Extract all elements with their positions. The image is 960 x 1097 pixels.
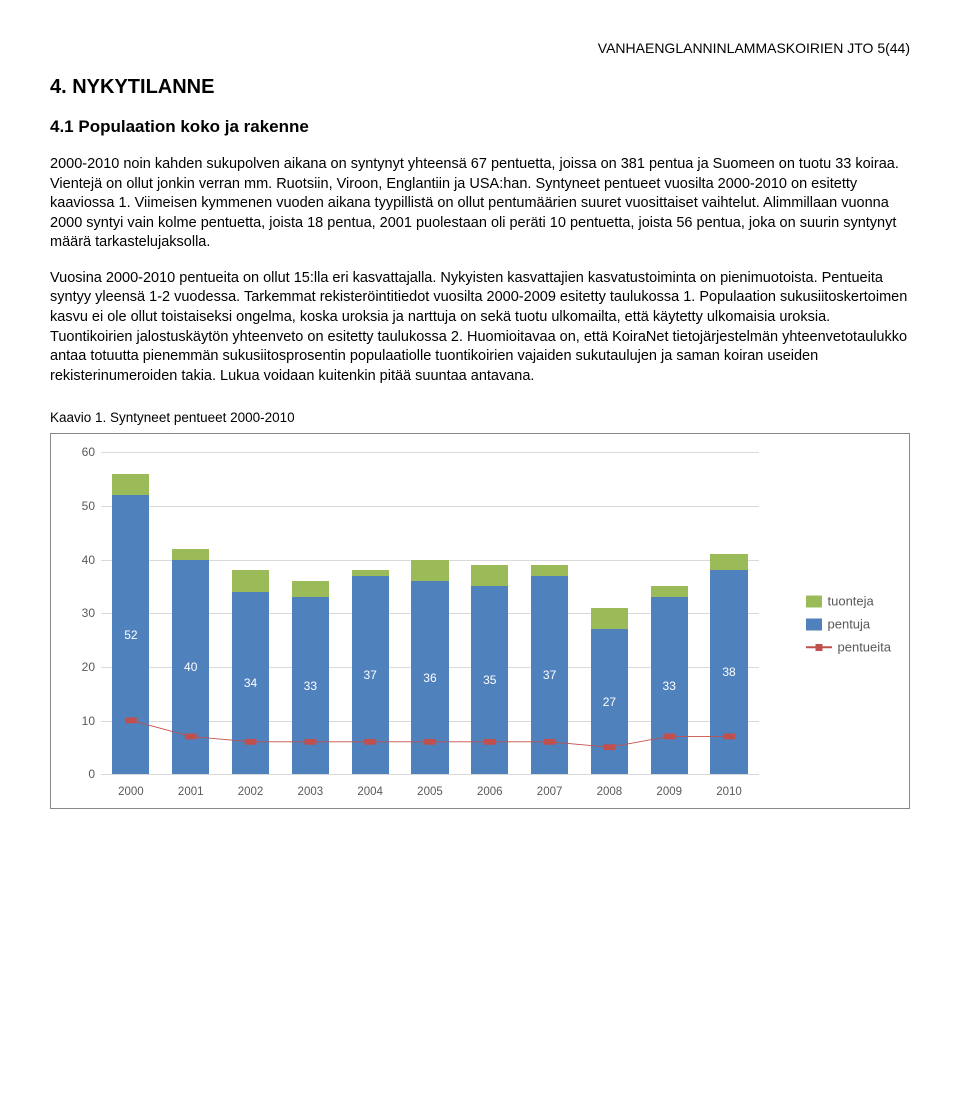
legend-item: pentuja [806, 617, 892, 632]
chart-ytick: 40 [82, 553, 101, 567]
legend-swatch [806, 640, 832, 654]
chart-ytick: 10 [82, 714, 101, 728]
legend-label: pentuja [828, 617, 871, 632]
chart-xtick: 2002 [221, 786, 281, 798]
chart-gridline [101, 774, 759, 775]
chart-xtick: 2007 [520, 786, 580, 798]
legend-swatch [806, 618, 822, 630]
legend-label: pentueita [838, 640, 892, 655]
chart-xtick: 2006 [460, 786, 520, 798]
body-paragraph-1: 2000-2010 noin kahden sukupolven aikana … [50, 155, 910, 253]
chart-ytick: 50 [82, 499, 101, 513]
chart-xtick: 2010 [699, 786, 759, 798]
chart-xtick: 2005 [400, 786, 460, 798]
heading-1: 4. NYKYTILANNE [50, 76, 910, 99]
legend-swatch [806, 595, 822, 607]
heading-2: 4.1 Populaation koko ja rakenne [50, 117, 910, 137]
chart-xtick: 2000 [101, 786, 161, 798]
chart-caption: Kaavio 1. Syntyneet pentueet 2000-2010 [50, 410, 910, 425]
chart-ytick: 30 [82, 606, 101, 620]
chart-container: 01020304050605240343337363537273338 2000… [50, 433, 910, 809]
chart-xticks: 2000200120022003200420052006200720082009… [101, 786, 759, 798]
chart-ytick: 0 [88, 767, 101, 781]
chart-line-series [101, 452, 759, 774]
chart-xtick: 2009 [639, 786, 699, 798]
body-paragraph-2: Vuosina 2000-2010 pentueita on ollut 15:… [50, 269, 910, 386]
chart-plot-area: 01020304050605240343337363537273338 [101, 452, 759, 774]
page-header-right: VANHAENGLANNINLAMMASKOIRIEN JTO 5(44) [50, 40, 910, 56]
chart-legend: tuonteja pentuja pentueita [806, 586, 892, 663]
chart-xtick: 2001 [161, 786, 221, 798]
chart-xtick: 2004 [340, 786, 400, 798]
legend-item: tuonteja [806, 594, 892, 609]
chart-xtick: 2008 [580, 786, 640, 798]
chart-ytick: 60 [82, 445, 101, 459]
legend-label: tuonteja [828, 594, 874, 609]
legend-item: pentueita [806, 640, 892, 655]
chart-ytick: 20 [82, 660, 101, 674]
chart-xtick: 2003 [280, 786, 340, 798]
